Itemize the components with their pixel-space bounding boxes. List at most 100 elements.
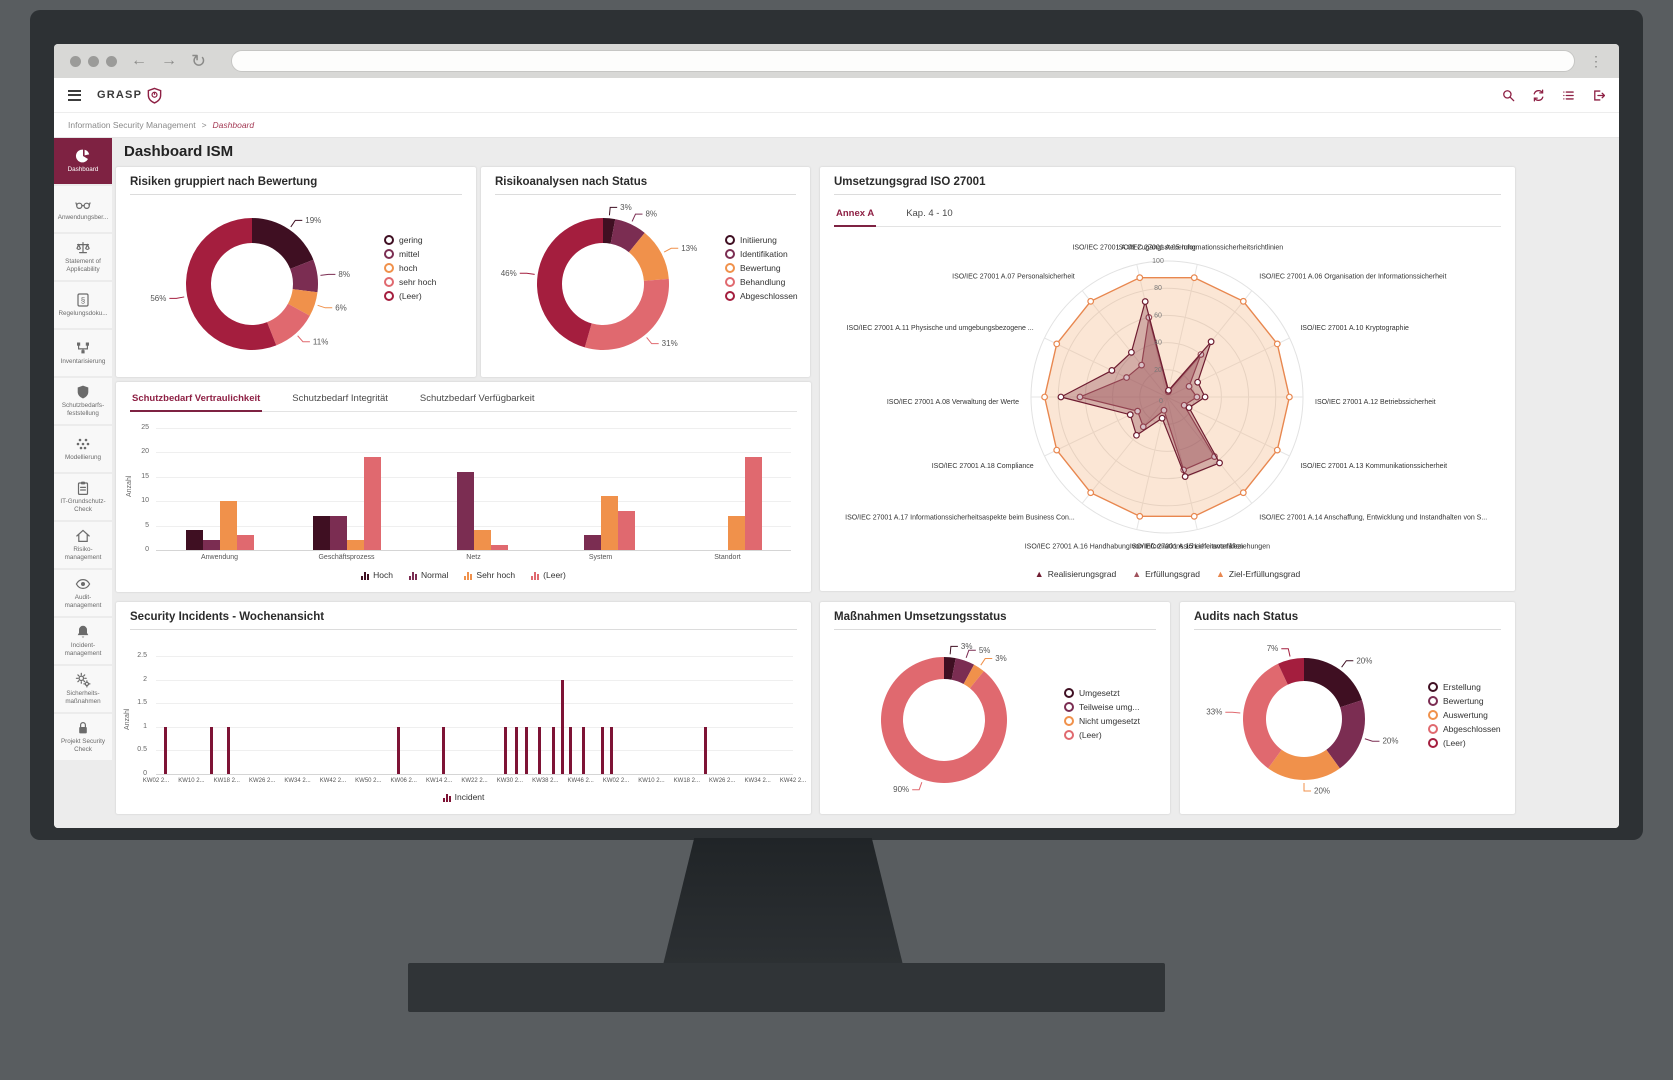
x-category-label: Geschäftsprozess — [318, 554, 375, 561]
logout-icon[interactable] — [1592, 89, 1605, 102]
bar-gesch-ftsprozess-hoch — [312, 515, 330, 550]
legend-item[interactable]: Initiierung — [725, 235, 798, 245]
legend-item[interactable]: hoch — [384, 263, 436, 273]
window-dot[interactable] — [106, 55, 117, 67]
label-leader-line — [663, 247, 679, 253]
sidebar-item-risiko[interactable]: Risiko- management — [54, 522, 112, 568]
legend-item[interactable]: mittel — [384, 249, 436, 259]
forward-icon[interactable]: → — [161, 52, 177, 69]
legend-item[interactable]: (Leer) — [1064, 730, 1140, 740]
radar-spoke — [1044, 337, 1168, 398]
legend-item[interactable]: (Leer) — [384, 291, 436, 301]
legend-item[interactable]: Identifikation — [725, 249, 798, 259]
incident-bar — [569, 726, 573, 774]
legend-item[interactable]: Umgesetzt — [1064, 688, 1140, 698]
reload-icon[interactable]: ↻ — [191, 51, 207, 71]
window-dot[interactable] — [88, 55, 99, 67]
triangle-legend-marker-icon: ▲ — [1215, 568, 1225, 579]
x-tick-label: KW02 2... — [142, 778, 170, 784]
legend-item[interactable]: Abgeschlossen — [1428, 724, 1501, 734]
legend-item[interactable]: Erstellung — [1428, 682, 1501, 692]
label-leader-line — [646, 337, 659, 345]
legend-item[interactable]: ▲ Ziel-Erfüllungsgrad — [1216, 569, 1300, 579]
legend-label: gering — [399, 235, 423, 245]
legend-label: Bewertung — [1443, 696, 1484, 706]
incident-bar — [581, 726, 585, 774]
radar-point — [1139, 423, 1147, 431]
legend-item[interactable]: ▲ Erfüllungsgrad — [1132, 569, 1200, 579]
legend-item[interactable]: Incident — [442, 792, 484, 802]
tab-schutzbedarf-vertraulichkeit[interactable]: Schutzbedarf Vertraulichkeit — [130, 388, 263, 412]
legend-item[interactable]: Bewertung — [1428, 696, 1501, 706]
legend-item[interactable]: Abgeschlossen — [725, 291, 798, 301]
legend-item[interactable]: Normal — [409, 570, 448, 580]
back-icon[interactable]: ← — [131, 52, 147, 69]
radar-axis-label: ISO/IEC 27001 A.14 Anschaffung, Entwickl… — [1259, 515, 1487, 522]
legend-item[interactable]: Nicht umgesetzt — [1064, 716, 1140, 726]
sidebar-item-statement-of[interactable]: Statement of Applicability — [54, 234, 112, 280]
legend-item[interactable]: Auswertung — [1428, 710, 1501, 720]
legend-marker-icon — [1428, 710, 1438, 720]
legend-item[interactable]: Bewertung — [725, 263, 798, 273]
breadcrumb-item[interactable]: Information Security Management — [68, 120, 196, 130]
tab-schutzbedarf-verfuegbarkeit[interactable]: Schutzbedarf Verfügbarkeit — [419, 393, 535, 404]
bar-anwendung-leer — [236, 535, 254, 550]
bar-legend-marker-icon — [442, 793, 451, 802]
sidebar-item-incident[interactable]: Incident- management — [54, 618, 112, 664]
x-tick-label: KW14 2... — [425, 778, 453, 784]
legend-marker-icon — [384, 277, 394, 287]
list-icon[interactable] — [1562, 89, 1575, 102]
radar-tick-label: 80 — [1154, 285, 1162, 292]
tab-schutzbedarf-integritaet[interactable]: Schutzbedarf Integrität — [292, 393, 388, 404]
sidebar-item-sicherheits[interactable]: Sicherheits- maßnahmen — [54, 666, 112, 712]
sidebar-item-regelungsdoku[interactable]: § Regelungsdoku... — [54, 282, 112, 328]
tab-annex-a[interactable]: Annex A — [834, 203, 877, 227]
label-leader-line — [1341, 660, 1354, 668]
sidebar-item-modellierung[interactable]: Modellierung — [54, 426, 112, 472]
massnahmen-legend: Umgesetzt Teilweise umg... Nicht umgesetzt… — [1064, 684, 1140, 744]
card-umsetzungsgrad-iso27001: Umsetzungsgrad ISO 27001 Annex A Kap. 4 … — [820, 167, 1515, 591]
radar-spoke — [1166, 396, 1198, 530]
slice-pct-label: 8% — [645, 210, 657, 219]
hamburger-menu-icon[interactable] — [68, 89, 81, 101]
search-icon[interactable] — [1502, 89, 1515, 102]
sidebar-item-inventarisierung[interactable]: Inventarisierung — [54, 330, 112, 376]
legend-item[interactable]: (Leer) — [1428, 738, 1501, 748]
sidebar-item-label: Audit- management — [64, 594, 102, 609]
sidebar-item-audit[interactable]: Audit- management — [54, 570, 112, 616]
legend-item[interactable]: Hoch — [361, 570, 393, 580]
x-tick-label: KW18 2... — [213, 778, 240, 784]
audits-donut-svg: 20% 20% 20% 33% 7% — [1206, 644, 1398, 795]
label-leader-line — [1364, 738, 1380, 742]
legend-item[interactable]: sehr hoch — [384, 277, 436, 287]
radar-point — [1136, 512, 1144, 520]
slice-pct-label: 3% — [620, 203, 632, 212]
slice-pct-label: 11% — [313, 337, 328, 346]
sidebar-item-anwendungsber[interactable]: Anwendungsber... — [54, 186, 112, 232]
legend-item[interactable]: ▲ Realisierungsgrad — [1035, 569, 1116, 579]
bar-gesch-ftsprozess-normal — [329, 515, 347, 550]
y-axis: 0 0.5 1 1.5 2 2.5 — [128, 652, 150, 777]
sync-icon[interactable] — [1532, 88, 1545, 102]
brand-shield-icon — [146, 87, 163, 104]
radar-point — [1134, 407, 1141, 415]
browser-menu-icon[interactable]: ⋮ — [1589, 52, 1603, 69]
sidebar-item-projekt-security[interactable]: Projekt Security Check — [54, 714, 112, 760]
window-dot[interactable] — [70, 55, 81, 67]
radar-axis-label: ISO/IEC 27001 A.15 Lieferantenbeziehunge… — [1130, 543, 1270, 550]
slice-pct-label: 31% — [662, 339, 678, 348]
legend-item[interactable]: gering — [384, 235, 436, 245]
legend-item[interactable]: (Leer) — [531, 570, 566, 580]
radar-axis-label: ISO/IEC 27001 A.11 Physische und umgebun… — [847, 325, 1034, 332]
slice-behandlung — [584, 278, 669, 350]
legend-item[interactable]: Behandlung — [725, 277, 798, 287]
sidebar-item-dashboard[interactable]: Dashboard — [54, 138, 112, 184]
y-tick-label: 10 — [141, 497, 149, 505]
tab-kap-4-10[interactable]: Kap. 4 - 10 — [906, 208, 953, 219]
legend-item[interactable]: Teilweise umg... — [1064, 702, 1140, 712]
legend-item[interactable]: Sehr hoch — [464, 570, 515, 580]
url-bar[interactable] — [231, 50, 1575, 72]
sidebar-item-schutzbedarfs[interactable]: Schutzbedarfs- feststellung — [54, 378, 112, 424]
card-title: Audits nach Status — [1194, 611, 1501, 630]
sidebar-item-it-grundschutz[interactable]: IT-Grundschutz- Check — [54, 474, 112, 520]
